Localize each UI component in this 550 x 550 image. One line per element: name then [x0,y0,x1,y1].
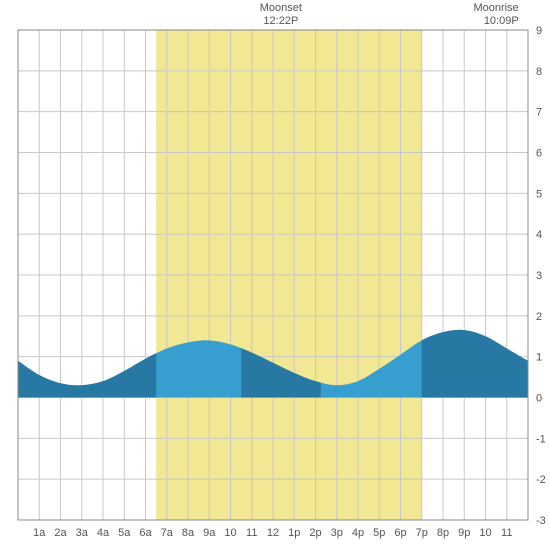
tide-chart-container: Moonset 12:22P Moonrise 10:09P -3-2-1012… [0,0,550,550]
moonrise-title: Moonrise [473,2,518,14]
moonrise-time: 10:09P [484,15,519,27]
moonset-label: Moonset 12:22P [251,2,311,28]
svg-text:1p: 1p [288,527,300,539]
svg-text:7a: 7a [161,527,174,539]
svg-text:7: 7 [536,107,542,119]
svg-text:4a: 4a [97,527,110,539]
svg-text:12: 12 [267,527,279,539]
svg-text:6: 6 [536,148,542,160]
svg-text:8: 8 [536,66,542,78]
svg-text:3a: 3a [76,527,89,539]
svg-text:1: 1 [536,352,542,364]
svg-text:5: 5 [536,188,542,200]
svg-text:3p: 3p [331,527,343,539]
svg-text:6p: 6p [394,527,406,539]
moonset-time: 12:22P [263,15,298,27]
svg-text:2a: 2a [54,527,67,539]
svg-text:5a: 5a [118,527,131,539]
svg-text:2p: 2p [309,527,321,539]
svg-text:2: 2 [536,311,542,323]
svg-text:8p: 8p [437,527,449,539]
moonset-title: Moonset [260,2,302,14]
svg-text:11: 11 [246,527,257,539]
svg-text:11: 11 [501,527,512,539]
svg-text:9a: 9a [203,527,216,539]
svg-text:8a: 8a [182,527,195,539]
svg-text:5p: 5p [373,527,385,539]
svg-text:9p: 9p [458,527,470,539]
svg-text:4: 4 [536,229,542,241]
svg-text:9: 9 [536,25,542,37]
svg-text:10: 10 [479,527,491,539]
svg-text:1a: 1a [33,527,46,539]
svg-text:-2: -2 [536,474,546,486]
svg-text:4p: 4p [352,527,364,539]
svg-text:10: 10 [224,527,236,539]
svg-text:0: 0 [536,393,542,405]
svg-text:3: 3 [536,270,542,282]
svg-text:-3: -3 [536,515,546,527]
svg-text:-1: -1 [536,433,546,445]
svg-text:7p: 7p [416,527,428,539]
svg-text:6a: 6a [139,527,152,539]
moonrise-label: Moonrise 10:09P [459,2,519,28]
tide-chart: -3-2-101234567891a2a3a4a5a6a7a8a9a101112… [0,0,550,550]
